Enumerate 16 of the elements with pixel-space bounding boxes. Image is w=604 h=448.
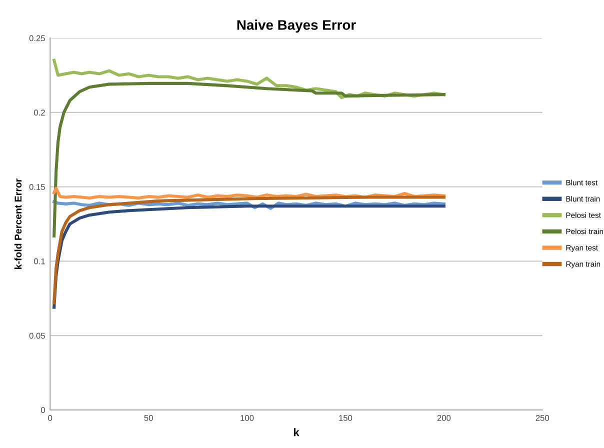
x-tick-label: 100 <box>240 415 254 421</box>
x-tick-label: 0 <box>48 415 52 421</box>
y-tick-label: 0.1 <box>34 258 45 264</box>
x-tick-label: 200 <box>437 415 451 421</box>
x-tick-label: 150 <box>339 415 352 421</box>
x-tick-label: 50 <box>144 415 153 421</box>
chart-title: Naive Bayes Error <box>237 20 356 33</box>
y-axis-title: k-fold Percent Error <box>14 178 22 269</box>
y-tick-label: 0.2 <box>34 110 45 116</box>
y-tick-label: 0.15 <box>29 184 45 190</box>
y-tick-label: 0.05 <box>29 332 45 339</box>
x-axis-title: k <box>294 428 300 436</box>
y-tick-label: 0.25 <box>29 35 45 42</box>
x-tick-label: 250 <box>536 415 550 421</box>
line-series <box>52 82 446 238</box>
y-tick-label: 0 <box>40 407 45 414</box>
